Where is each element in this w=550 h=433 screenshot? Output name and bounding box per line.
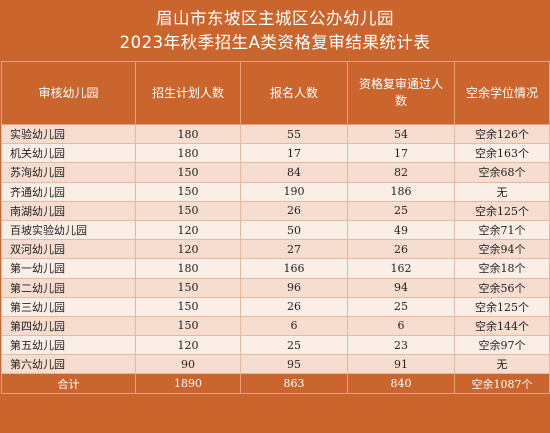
kindergarten-name-cell: 百坡实验幼儿园 — [1, 219, 136, 241]
header-vacancies: 空余学位情况 — [454, 61, 550, 125]
applicants-cell: 190 — [240, 181, 348, 202]
enrollment-plan-cell: 180 — [135, 258, 241, 279]
kindergarten-name-cell: 第二幼儿园 — [1, 277, 136, 298]
kindergarten-name-cell: 机关幼儿园 — [1, 143, 136, 164]
applicants-cell: 96 — [240, 277, 348, 298]
applicants-cell: 17 — [240, 143, 348, 164]
vacancies-cell: 空余163个 — [454, 143, 550, 164]
enrollment-plan-cell: 120 — [135, 219, 241, 241]
kindergarten-name-cell: 苏洵幼儿园 — [1, 162, 136, 183]
kindergarten-name-cell: 齐通幼儿园 — [1, 181, 136, 202]
table-row: 实验幼儿园 180 55 54 空余126个 — [1, 123, 550, 145]
table-row: 第六幼儿园 90 95 91 无 — [1, 354, 550, 375]
vacancies-cell: 空余56个 — [454, 277, 550, 298]
applicants-cell: 26 — [240, 296, 348, 317]
table-body: 实验幼儿园 180 55 54 空余126个 机关幼儿园 180 17 17 空余163个 苏洵幼儿… — [1, 123, 550, 375]
kindergarten-name-cell: 双河幼儿园 — [1, 239, 136, 260]
passed-review-cell: 94 — [347, 277, 455, 298]
table-title: 眉山市东坡区主城区公办幼儿园 2023年秋季招生A类资格复审结果统计表 — [1, 1, 549, 61]
vacancies-cell: 空余125个 — [454, 296, 550, 317]
enrollment-plan-cell: 150 — [135, 200, 241, 221]
header-enrollment-plan: 招生计划人数 — [135, 61, 241, 125]
applicants-cell: 26 — [240, 200, 348, 221]
vacancies-cell: 无 — [454, 354, 550, 375]
kindergarten-name-cell: 第三幼儿园 — [1, 296, 136, 317]
kindergarten-name-cell: 南湖幼儿园 — [1, 200, 136, 221]
total-applicants: 863 — [240, 373, 348, 395]
header-passed-review: 资格复审通过人数 — [347, 61, 455, 125]
passed-review-cell: 26 — [347, 239, 455, 260]
applicants-cell: 27 — [240, 239, 348, 260]
vacancies-cell: 空余71个 — [454, 219, 550, 241]
kindergarten-name-cell: 第一幼儿园 — [1, 258, 136, 279]
enrollment-plan-cell: 150 — [135, 277, 241, 298]
total-vacancies: 空余1087个 — [454, 373, 550, 395]
table-row: 第二幼儿园 150 96 94 空余56个 — [1, 277, 550, 298]
passed-review-cell: 82 — [347, 162, 455, 183]
kindergarten-name-cell: 第六幼儿园 — [1, 354, 136, 375]
table-row: 齐通幼儿园 150 190 186 无 — [1, 181, 550, 202]
enrollment-plan-cell: 150 — [135, 181, 241, 202]
table-row: 百坡实验幼儿园 120 50 49 空余71个 — [1, 219, 550, 241]
total-enrollment-plan: 1890 — [135, 373, 241, 395]
table-row: 第三幼儿园 150 26 25 空余125个 — [1, 296, 550, 317]
vacancies-cell: 空余126个 — [454, 123, 550, 145]
title-line-1: 眉山市东坡区主城区公办幼儿园 — [156, 9, 394, 28]
enrollment-plan-cell: 180 — [135, 143, 241, 164]
table-row: 南湖幼儿园 150 26 25 空余125个 — [1, 200, 550, 221]
vacancies-cell: 空余68个 — [454, 162, 550, 183]
vacancies-cell: 空余125个 — [454, 200, 550, 221]
table-row: 第四幼儿园 150 6 6 空余144个 — [1, 315, 550, 337]
enrollment-plan-cell: 150 — [135, 315, 241, 337]
header-row: 审核幼儿园 招生计划人数 报名人数 资格复审通过人数 空余学位情况 — [1, 61, 550, 125]
enrollment-plan-cell: 150 — [135, 296, 241, 317]
enrollment-plan-cell: 90 — [135, 354, 241, 375]
enrollment-plan-cell: 120 — [135, 335, 241, 356]
applicants-cell: 95 — [240, 354, 348, 375]
header-applicants: 报名人数 — [240, 61, 348, 125]
passed-review-cell: 54 — [347, 123, 455, 145]
enrollment-plan-cell: 180 — [135, 123, 241, 145]
applicants-cell: 84 — [240, 162, 348, 183]
vacancies-cell: 空余97个 — [454, 335, 550, 356]
passed-review-cell: 17 — [347, 143, 455, 164]
total-label: 合计 — [1, 373, 136, 395]
kindergarten-name-cell: 第四幼儿园 — [1, 315, 136, 337]
kindergarten-name-cell: 实验幼儿园 — [1, 123, 136, 145]
applicants-cell: 6 — [240, 315, 348, 337]
passed-review-cell: 186 — [347, 181, 455, 202]
passed-review-cell: 162 — [347, 258, 455, 279]
table-row: 双河幼儿园 120 27 26 空余94个 — [1, 239, 550, 260]
applicants-cell: 55 — [240, 123, 348, 145]
applicants-cell: 50 — [240, 219, 348, 241]
passed-review-cell: 23 — [347, 335, 455, 356]
passed-review-cell: 49 — [347, 219, 455, 241]
vacancies-cell: 无 — [454, 181, 550, 202]
table-row: 机关幼儿园 180 17 17 空余163个 — [1, 143, 550, 164]
kindergarten-name-cell: 第五幼儿园 — [1, 335, 136, 356]
header-kindergarten: 审核幼儿园 — [1, 61, 136, 125]
table-row: 第一幼儿园 180 166 162 空余18个 — [1, 258, 550, 279]
passed-review-cell: 91 — [347, 354, 455, 375]
table-row: 第五幼儿园 120 25 23 空余97个 — [1, 335, 550, 356]
enrollment-plan-cell: 150 — [135, 162, 241, 183]
passed-review-cell: 6 — [347, 315, 455, 337]
vacancies-cell: 空余94个 — [454, 239, 550, 260]
enrollment-plan-cell: 120 — [135, 239, 241, 260]
title-line-2: 2023年秋季招生A类资格复审结果统计表 — [119, 33, 431, 52]
vacancies-cell: 空余18个 — [454, 258, 550, 279]
applicants-cell: 166 — [240, 258, 348, 279]
vacancies-cell: 空余144个 — [454, 315, 550, 337]
passed-review-cell: 25 — [347, 200, 455, 221]
total-passed-review: 840 — [347, 373, 455, 395]
applicants-cell: 25 — [240, 335, 348, 356]
table-row: 苏洵幼儿园 150 84 82 空余68个 — [1, 162, 550, 183]
passed-review-cell: 25 — [347, 296, 455, 317]
statistics-table: 审核幼儿园 招生计划人数 报名人数 资格复审通过人数 空余学位情况 实验幼儿园 1… — [1, 61, 550, 395]
total-row: 合计 1890 863 840 空余1087个 — [1, 373, 550, 395]
